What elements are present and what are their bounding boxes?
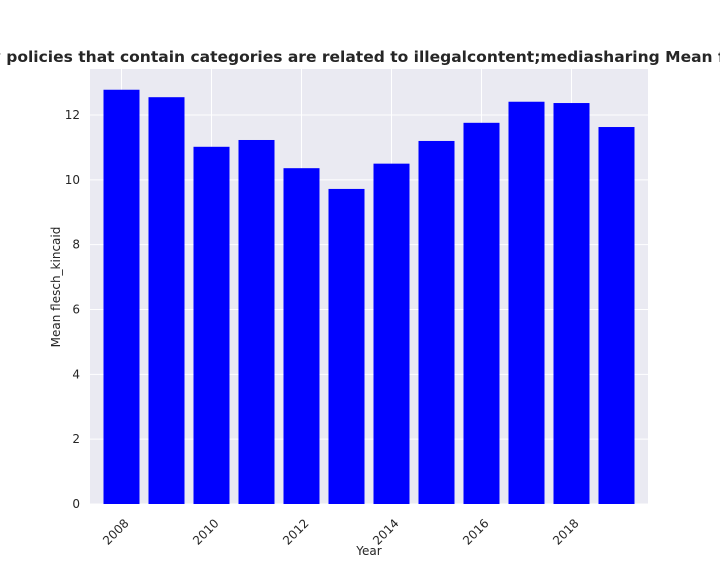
bar-2013 <box>328 188 365 505</box>
bar-2015 <box>418 140 455 504</box>
x-tick-label: 2016 <box>460 516 491 547</box>
y-tick-label: 12 <box>65 108 80 122</box>
x-tick-labels: 2008 2010 2012 2014 2016 2018 <box>100 516 581 547</box>
bar-2016 <box>463 122 500 505</box>
y-tick-label: 4 <box>72 367 80 381</box>
bar-2012 <box>283 168 320 504</box>
bars <box>103 89 635 505</box>
bar-2018 <box>553 103 590 504</box>
x-tick-label: 2018 <box>550 516 581 547</box>
x-tick-label: 2008 <box>100 516 131 547</box>
y-tick-labels: 0 2 4 6 8 10 12 <box>65 108 80 511</box>
y-tick-label: 2 <box>72 432 80 446</box>
x-tick-label: 2012 <box>280 516 311 547</box>
x-tick-label: 2010 <box>190 516 221 547</box>
bar-2014 <box>373 163 410 504</box>
chart-title: Mean flesch_kincaid in privacy policies … <box>0 48 720 66</box>
y-axis-label: Mean flesch_kincaid <box>49 227 63 348</box>
bar-2019 <box>598 127 635 504</box>
x-axis-label: Year <box>355 544 381 558</box>
x-tick-label: 2014 <box>370 516 401 547</box>
bar-2011 <box>238 139 275 504</box>
y-tick-label: 0 <box>72 497 80 511</box>
y-tick-label: 10 <box>65 173 80 187</box>
bar-2009 <box>148 97 185 505</box>
bar-2010 <box>193 146 230 504</box>
y-tick-label: 8 <box>72 238 80 252</box>
bar-2008 <box>103 89 140 505</box>
y-tick-label: 6 <box>72 303 80 317</box>
bar-2017 <box>508 101 545 504</box>
